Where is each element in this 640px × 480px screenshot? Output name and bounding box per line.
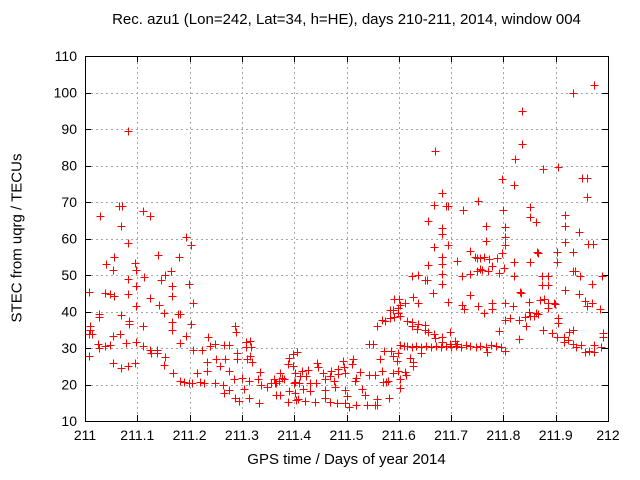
y-tick-label: 40: [61, 304, 77, 320]
x-axis-label: GPS time / Days of year 2014: [247, 451, 446, 468]
x-tick-label: 211.2: [173, 427, 207, 443]
x-tick-label: 212: [596, 427, 620, 443]
chart-title: Rec. azu1 (Lon=242, Lat=34, h=HE), days …: [112, 11, 581, 28]
x-tick-label: 211.5: [330, 427, 364, 443]
y-tick-label: 60: [61, 231, 77, 247]
y-tick-label: 10: [61, 413, 77, 429]
y-tick-label: 30: [61, 340, 77, 356]
y-tick-label: 100: [54, 85, 78, 101]
y-tick-label: 110: [55, 48, 78, 64]
grid-lines: [85, 56, 609, 422]
tick-marks: [85, 56, 609, 422]
x-tick-label: 211.4: [277, 427, 311, 443]
x-tick-label: 211.7: [434, 427, 468, 443]
x-tick-label: 211.3: [225, 427, 259, 443]
x-tick-label: 211.9: [539, 427, 573, 443]
x-tick-labels: 211 211.1 211.2 211.3 211.4 211.5 211.6 211.7 21…: [74, 427, 620, 443]
y-tick-label: 70: [61, 194, 77, 210]
scatter-points: [85, 81, 608, 412]
y-tick-label: 90: [61, 121, 77, 137]
x-tick-label: 211: [74, 427, 97, 443]
x-tick-label: 211.6: [382, 427, 416, 443]
x-tick-label: 211.1: [120, 427, 154, 443]
y-tick-label: 80: [61, 158, 77, 174]
x-tick-label: 211.8: [486, 427, 520, 443]
y-tick-label: 50: [61, 267, 77, 283]
y-tick-labels: 10 20 30 40 50 60 70 80 90 100 110: [54, 48, 78, 429]
y-tick-label: 20: [61, 377, 77, 393]
